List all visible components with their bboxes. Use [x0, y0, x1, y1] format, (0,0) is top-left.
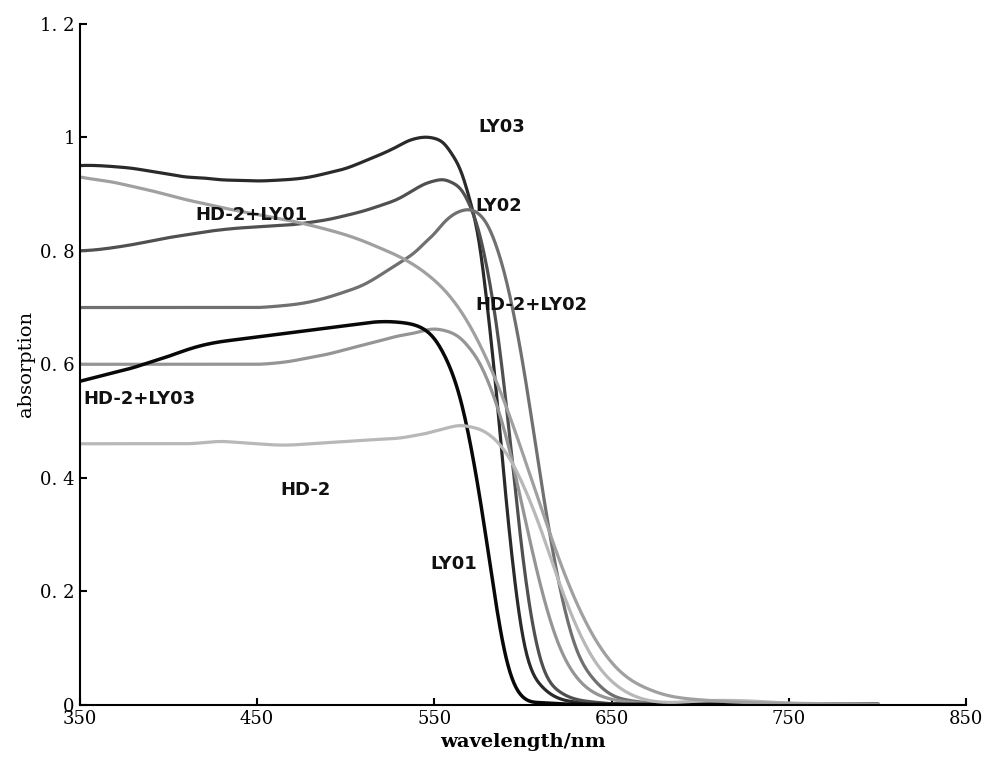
Text: LY03: LY03 — [479, 118, 525, 135]
Text: HD-2: HD-2 — [280, 481, 330, 499]
Text: HD-2+LY02: HD-2+LY02 — [475, 296, 587, 314]
Text: LY01: LY01 — [431, 554, 477, 573]
Text: HD-2+LY01: HD-2+LY01 — [195, 206, 307, 223]
Text: LY02: LY02 — [475, 197, 522, 215]
X-axis label: wavelength/nm: wavelength/nm — [440, 733, 606, 751]
Text: HD-2+LY03: HD-2+LY03 — [83, 390, 195, 408]
Y-axis label: absorption: absorption — [17, 311, 35, 417]
